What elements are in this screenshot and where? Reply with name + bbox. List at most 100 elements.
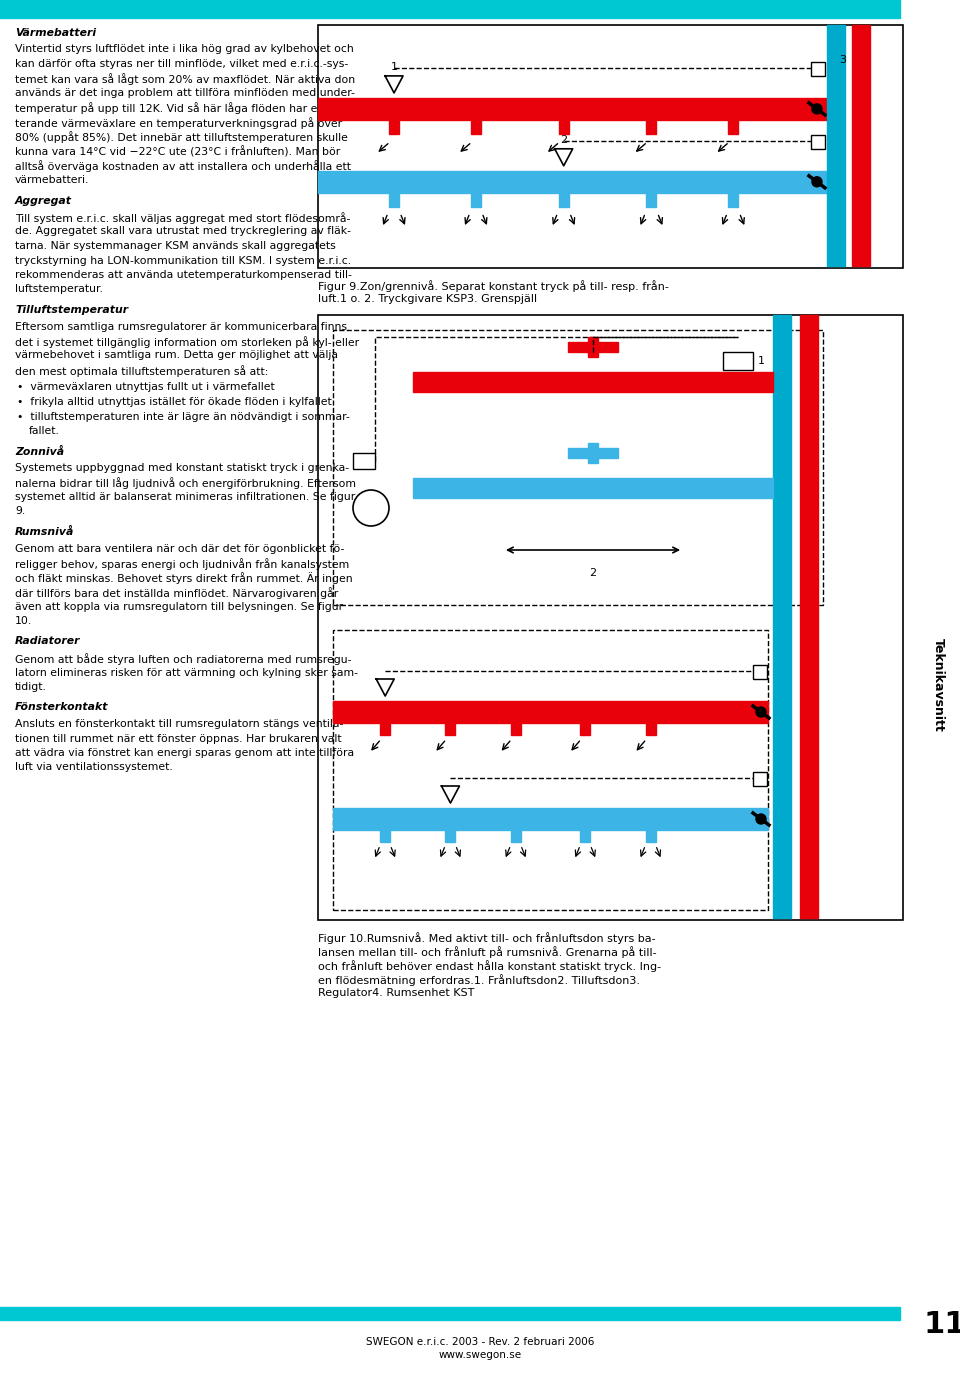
Bar bbox=[568, 342, 618, 351]
Bar bbox=[413, 372, 773, 393]
Circle shape bbox=[756, 707, 766, 717]
Text: Tilluftstemperatur: Tilluftstemperatur bbox=[15, 305, 128, 314]
Bar bbox=[318, 314, 903, 920]
Text: Teknikavsnitt: Teknikavsnitt bbox=[931, 638, 945, 732]
Bar bbox=[471, 119, 481, 135]
Bar bbox=[559, 119, 568, 135]
Text: de. Aggregatet skall vara utrustat med tryckreglering av fläk-: de. Aggregatet skall vara utrustat med t… bbox=[15, 227, 351, 236]
Bar bbox=[773, 314, 791, 919]
Text: tryckstyrning ha LON-kommunikation till KSM. I system e.r.i.c.: tryckstyrning ha LON-kommunikation till … bbox=[15, 255, 351, 265]
Text: 1: 1 bbox=[758, 356, 765, 367]
Bar bbox=[445, 724, 455, 735]
Text: tionen till rummet när ett fönster öppnas. Har brukaren valt: tionen till rummet när ett fönster öppna… bbox=[15, 733, 342, 744]
Text: luft.1 o. 2. Tryckgivare KSP3. Grenspjäll: luft.1 o. 2. Tryckgivare KSP3. Grenspjäl… bbox=[318, 294, 538, 303]
Text: 4: 4 bbox=[367, 501, 375, 515]
Text: 3: 3 bbox=[839, 55, 847, 65]
Text: lansen mellan till- och frånluft på rumsnivå. Grenarna på till-: lansen mellan till- och frånluft på rums… bbox=[318, 946, 657, 958]
Text: 9.: 9. bbox=[15, 507, 25, 516]
Text: nalerna bidrar till låg ljudnivå och energiförbrukning. Eftersom: nalerna bidrar till låg ljudnivå och ene… bbox=[15, 478, 356, 489]
Bar bbox=[511, 724, 520, 735]
Bar bbox=[353, 453, 375, 470]
Text: •  värmeväxlaren utnyttjas fullt ut i värmefallet: • värmeväxlaren utnyttjas fullt ut i vär… bbox=[17, 383, 275, 393]
Text: den mest optimala tilluftstemperaturen så att:: den mest optimala tilluftstemperaturen s… bbox=[15, 365, 269, 378]
Text: 1: 1 bbox=[391, 62, 397, 71]
Bar bbox=[0, 1307, 900, 1319]
Bar bbox=[471, 192, 481, 207]
Text: luft via ventilationssystemet.: luft via ventilationssystemet. bbox=[15, 762, 173, 773]
Bar bbox=[333, 807, 768, 831]
Bar bbox=[645, 831, 656, 842]
Text: Fönsterkontakt: Fönsterkontakt bbox=[15, 703, 108, 713]
Text: Vintertid styrs luftflödet inte i lika hög grad av kylbehovet och: Vintertid styrs luftflödet inte i lika h… bbox=[15, 44, 353, 55]
Bar bbox=[753, 665, 767, 680]
Bar bbox=[333, 630, 768, 910]
Text: fallet.: fallet. bbox=[29, 426, 60, 437]
Bar bbox=[580, 831, 590, 842]
Bar bbox=[588, 443, 598, 463]
Bar bbox=[0, 0, 900, 18]
Bar bbox=[318, 170, 827, 192]
Text: temet kan vara så lågt som 20% av maxflödet. När aktiva don: temet kan vara så lågt som 20% av maxflö… bbox=[15, 74, 355, 85]
Text: SWEGON e.r.i.c. 2003 - Rev. 2 februari 2006: SWEGON e.r.i.c. 2003 - Rev. 2 februari 2… bbox=[366, 1337, 594, 1347]
Text: värmebehovet i samtliga rum. Detta ger möjlighet att välja: värmebehovet i samtliga rum. Detta ger m… bbox=[15, 350, 338, 361]
Bar bbox=[318, 97, 827, 119]
Bar bbox=[511, 831, 520, 842]
Text: 10.: 10. bbox=[15, 616, 33, 626]
Text: rekommenderas att använda utetemperaturkompenserad till-: rekommenderas att använda utetemperaturk… bbox=[15, 270, 352, 280]
Bar bbox=[333, 330, 823, 605]
Text: Ansluts en fönsterkontakt till rumsregulatorn stängs ventila-: Ansluts en fönsterkontakt till rumsregul… bbox=[15, 719, 344, 729]
Text: latorn elimineras risken för att värmning och kylning sker sam-: latorn elimineras risken för att värmnin… bbox=[15, 667, 358, 677]
Circle shape bbox=[756, 814, 766, 824]
Text: kunna vara 14°C vid −22°C ute (23°C i frånluften). Man bör: kunna vara 14°C vid −22°C ute (23°C i fr… bbox=[15, 146, 340, 158]
Text: terande värmeväxlare en temperaturverkningsgrad på över: terande värmeväxlare en temperaturverkni… bbox=[15, 117, 342, 129]
Bar bbox=[646, 119, 657, 135]
Text: www.swegon.se: www.swegon.se bbox=[439, 1350, 521, 1361]
Text: Aggregat: Aggregat bbox=[15, 195, 72, 206]
Text: religger behov, sparas energi och ljudnivån från kanalsystem: religger behov, sparas energi och ljudni… bbox=[15, 557, 349, 570]
Circle shape bbox=[812, 104, 822, 114]
Text: även att koppla via rumsregulatorn till belysningen. Se figur: även att koppla via rumsregulatorn till … bbox=[15, 601, 343, 611]
Text: 80% (uppåt 85%). Det innebär att tilluftstemperaturen skulle: 80% (uppåt 85%). Det innebär att tilluft… bbox=[15, 132, 348, 143]
Bar bbox=[827, 25, 845, 266]
Text: kan därför ofta styras ner till minflöde, vilket med e.r.i.c.-sys-: kan därför ofta styras ner till minflöde… bbox=[15, 59, 348, 69]
Text: •  tilluftstemperaturen inte är lägre än nödvändigt i sommar-: • tilluftstemperaturen inte är lägre än … bbox=[17, 412, 349, 422]
Text: temperatur på upp till 12K. Vid så här låga flöden har en ro-: temperatur på upp till 12K. Vid så här l… bbox=[15, 103, 343, 114]
Text: används är det inga problem att tillföra minflöden med under-: används är det inga problem att tillföra… bbox=[15, 88, 355, 97]
Circle shape bbox=[353, 490, 389, 526]
Text: Genom att bara ventilera när och där det för ögonblicket fö-: Genom att bara ventilera när och där det… bbox=[15, 544, 345, 553]
Bar bbox=[811, 135, 825, 148]
Bar bbox=[380, 724, 390, 735]
Text: 2: 2 bbox=[589, 568, 596, 578]
Text: Rumsnivå: Rumsnivå bbox=[15, 527, 74, 537]
Text: där tillförs bara det inställda minflödet. Närvarogivaren går: där tillförs bara det inställda minflöde… bbox=[15, 588, 338, 599]
Text: Till system e.r.i.c. skall väljas aggregat med stort flödesområ-: Till system e.r.i.c. skall väljas aggreg… bbox=[15, 211, 350, 224]
Text: tarna. När systemmanager KSM används skall aggregatets: tarna. När systemmanager KSM används ska… bbox=[15, 242, 336, 251]
Text: att vädra via fönstret kan energi sparas genom att inte tillföra: att vädra via fönstret kan energi sparas… bbox=[15, 748, 354, 758]
Text: alltså överväga kostnaden av att installera och underhålla ett: alltså överväga kostnaden av att install… bbox=[15, 161, 351, 173]
Text: 2: 2 bbox=[560, 135, 567, 144]
Circle shape bbox=[812, 177, 822, 187]
Bar bbox=[568, 448, 618, 459]
Bar bbox=[800, 314, 818, 919]
Bar bbox=[389, 192, 399, 207]
Text: Regulator4. Rumsenhet KST: Regulator4. Rumsenhet KST bbox=[318, 989, 474, 998]
Bar bbox=[645, 724, 656, 735]
Text: och fläkt minskas. Behovet styrs direkt från rummet. Är ingen: och fläkt minskas. Behovet styrs direkt … bbox=[15, 573, 352, 585]
Text: Figur 10.Rumsnivå. Med aktivt till- och frånluftsdon styrs ba-: Figur 10.Rumsnivå. Med aktivt till- och … bbox=[318, 932, 656, 943]
Bar bbox=[646, 192, 657, 207]
Text: och frånluft behöver endast hålla konstant statiskt tryck. Ing-: och frånluft behöver endast hålla konsta… bbox=[318, 960, 661, 972]
Bar bbox=[852, 25, 870, 266]
Bar bbox=[811, 62, 825, 76]
Text: Zonnivå: Zonnivå bbox=[15, 446, 64, 457]
Bar bbox=[588, 336, 598, 357]
Bar bbox=[389, 119, 399, 135]
Text: tidigt.: tidigt. bbox=[15, 682, 47, 692]
Bar bbox=[413, 478, 773, 498]
Text: luftstemperatur.: luftstemperatur. bbox=[15, 284, 103, 294]
Bar bbox=[580, 724, 590, 735]
Text: •  frikyla alltid utnyttjas istället för ökade flöden i kylfallet: • frikyla alltid utnyttjas istället för … bbox=[17, 397, 332, 406]
Text: Eftersom samtliga rumsregulatorer är kommunicerbara finns: Eftersom samtliga rumsregulatorer är kom… bbox=[15, 321, 347, 331]
Text: systemet alltid är balanserat minimeras infiltrationen. Se figur: systemet alltid är balanserat minimeras … bbox=[15, 492, 355, 503]
Text: Värmebatteri: Värmebatteri bbox=[15, 27, 96, 38]
Bar bbox=[445, 831, 455, 842]
